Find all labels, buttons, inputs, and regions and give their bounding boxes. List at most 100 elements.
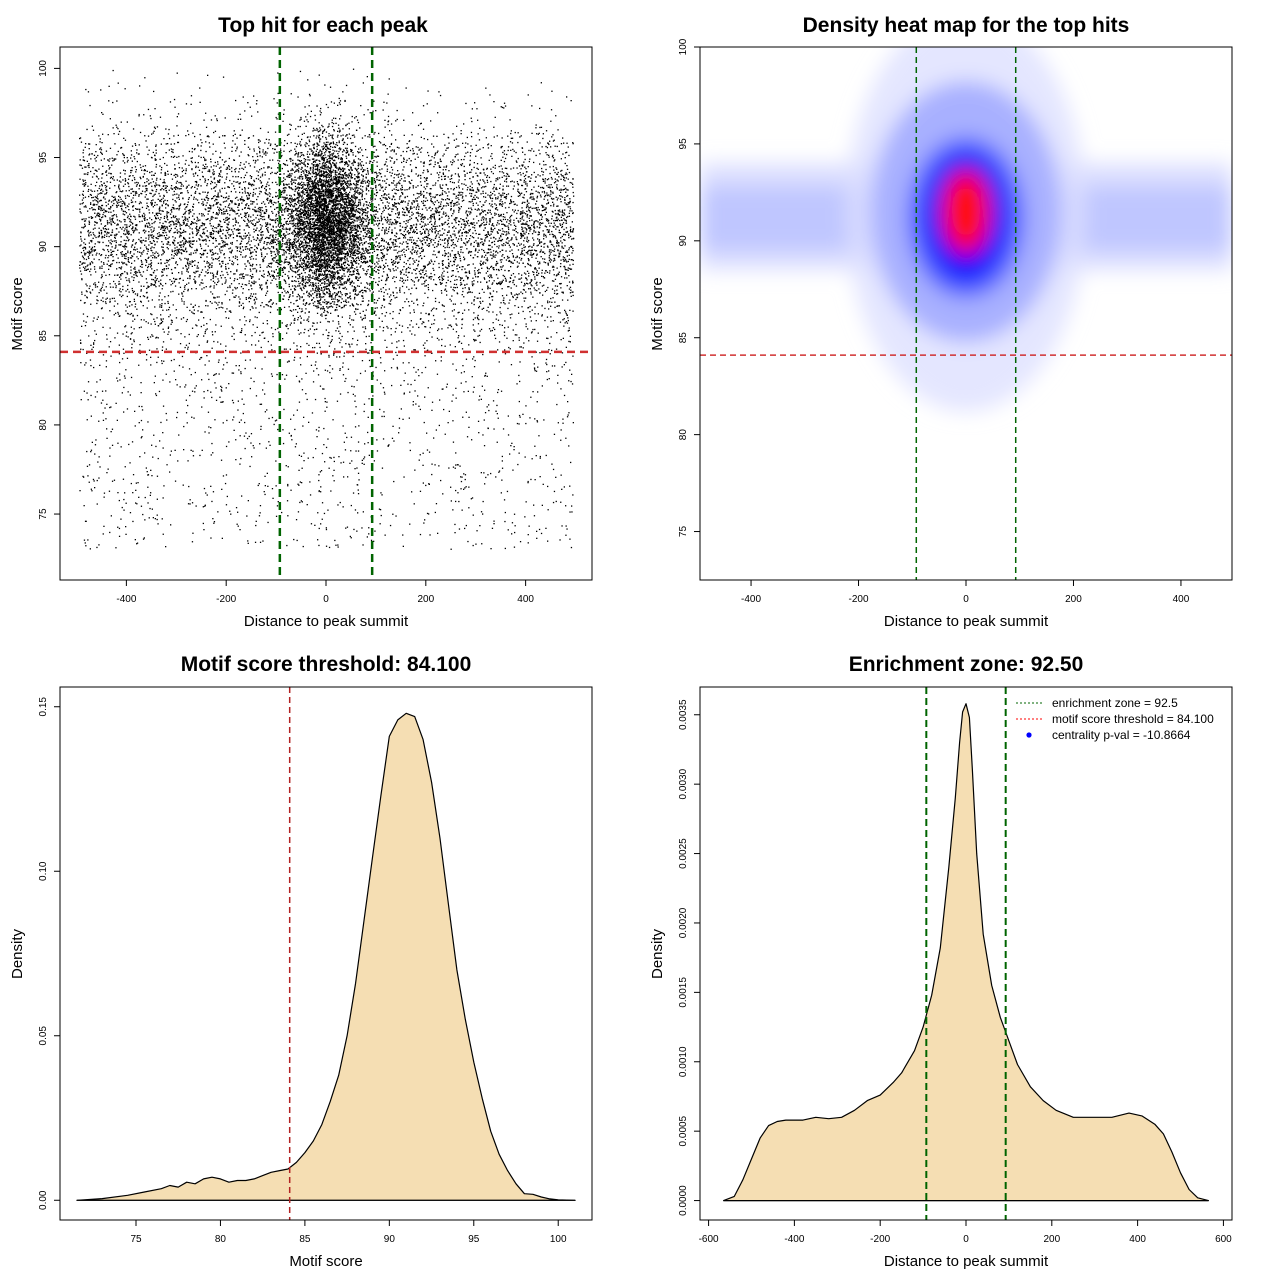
scatter-point: [314, 165, 316, 168]
scatter-point: [324, 288, 326, 290]
scatter-point: [290, 169, 292, 172]
scatter-point: [343, 235, 345, 237]
scatter-point: [333, 129, 335, 131]
scatter-point: [370, 197, 372, 199]
scatter-point: [247, 219, 249, 222]
scatter-point: [329, 269, 331, 272]
scatter-point: [300, 317, 302, 319]
scatter-point: [297, 213, 299, 216]
scatter-point: [420, 184, 422, 186]
scatter-point: [345, 253, 347, 255]
scatter-point: [569, 369, 571, 371]
scatter-point: [295, 179, 297, 181]
scatter-point: [307, 201, 309, 203]
scatter-point: [349, 245, 351, 247]
scatter-point: [301, 216, 303, 218]
scatter-point: [309, 276, 311, 278]
scatter-point: [299, 244, 301, 246]
scatter-point: [332, 229, 334, 232]
scatter-point: [316, 367, 318, 370]
scatter-point: [338, 218, 341, 220]
scatter-point: [303, 460, 305, 462]
scatter-point: [356, 246, 358, 249]
scatter-point: [512, 243, 514, 245]
scatter-point: [332, 247, 334, 249]
scatter-point: [322, 147, 324, 149]
scatter-point: [307, 177, 309, 179]
scatter-point: [307, 199, 309, 201]
scatter-point: [320, 308, 322, 310]
scatter-point: [328, 152, 331, 154]
scatter-point: [360, 282, 362, 284]
scatter-point: [329, 161, 331, 163]
scatter-point: [307, 294, 309, 297]
scatter-point: [294, 356, 296, 359]
scatter-point: [313, 200, 315, 202]
scatter-point: [354, 235, 356, 237]
scatter-point: [312, 166, 314, 168]
scatter-point: [354, 184, 356, 186]
scatter-point: [363, 255, 365, 257]
scatter-point: [330, 312, 332, 314]
scatter-point: [353, 136, 356, 138]
scatter-point: [391, 232, 393, 234]
scatter-point: [300, 203, 302, 205]
scatter-point: [254, 541, 257, 543]
scatter-point: [332, 248, 334, 251]
scatter-point: [338, 208, 340, 210]
scatter-point: [319, 207, 321, 209]
scatter-point: [353, 273, 355, 275]
scatter-point: [244, 207, 246, 209]
scatter-point: [330, 267, 332, 270]
scatter-point: [367, 230, 370, 232]
scatter-point: [324, 207, 326, 209]
scatter-point: [334, 256, 336, 258]
scatter-point: [307, 188, 310, 190]
scatter-point: [331, 197, 333, 199]
scatter-point: [332, 199, 334, 201]
scatter-point: [323, 240, 325, 242]
scatter-point: [313, 206, 315, 209]
scatter-point: [470, 201, 472, 203]
scatter-point: [333, 284, 335, 286]
scatter-point: [556, 168, 558, 170]
scatter-point: [339, 199, 341, 201]
scatter-point: [330, 256, 333, 259]
scatter-point: [305, 174, 307, 176]
scatter-point: [562, 418, 564, 420]
scatter-point: [305, 281, 307, 283]
scatter-point: [330, 229, 332, 231]
scatter-point: [302, 213, 305, 215]
scatter-point: [354, 187, 356, 189]
scatter-point: [292, 200, 295, 202]
scatter-point: [373, 250, 376, 252]
scatter-point: [345, 216, 347, 218]
scatter-point: [365, 335, 367, 338]
scatter-point: [299, 298, 301, 300]
scatter-point: [277, 211, 279, 213]
scatter-point: [334, 212, 336, 214]
scatter-point: [316, 199, 318, 201]
scatter-point: [331, 277, 334, 279]
scatter-point: [303, 281, 305, 283]
scatter-point: [280, 234, 283, 237]
scatter-point: [358, 148, 360, 150]
scatter-point: [311, 206, 313, 208]
scatter-point: [317, 250, 319, 252]
scatter-point: [126, 157, 128, 159]
scatter-point: [336, 229, 339, 232]
scatter-point: [305, 207, 307, 209]
scatter-point: [340, 231, 342, 233]
scatter-point: [334, 174, 337, 176]
scatter-point: [307, 200, 309, 202]
scatter-point: [313, 212, 315, 215]
scatter-point: [393, 295, 395, 297]
scatter-point: [365, 235, 367, 238]
scatter-panel: Top hit for each peak -400 -200 0 200 400 75…: [9, 14, 593, 630]
scatter-point: [432, 267, 434, 270]
scatter-point: [323, 235, 325, 238]
scatter-point: [332, 183, 334, 186]
scatter-point: [321, 230, 323, 233]
scatter-point: [307, 218, 309, 220]
scatter-point: [326, 147, 329, 150]
